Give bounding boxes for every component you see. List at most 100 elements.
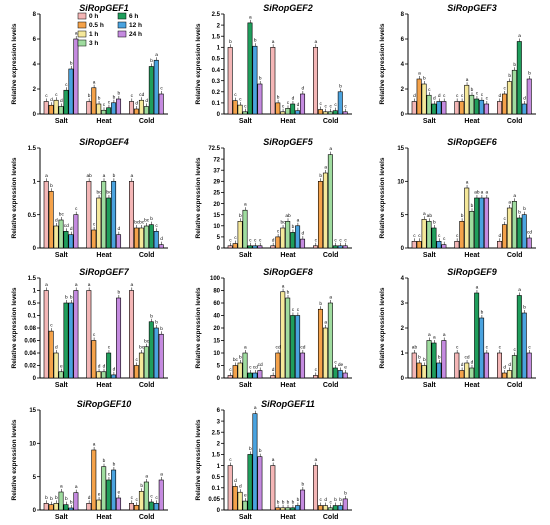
y-tick-label: 0.1 bbox=[212, 101, 221, 107]
bar bbox=[129, 290, 134, 379]
legend-label: 6 h bbox=[129, 13, 138, 20]
bar bbox=[247, 245, 253, 249]
significance-letter: b bbox=[88, 93, 91, 99]
y-tick-label: 4 bbox=[401, 276, 405, 282]
chart-panel: SiRopGEF7 Relative expression levels 0 0.02… bbox=[11, 267, 168, 389]
bar bbox=[464, 187, 470, 249]
significance-letter: d bbox=[135, 101, 138, 107]
significance-letter: c bbox=[339, 238, 342, 243]
significance-letter: c bbox=[325, 104, 328, 109]
x-tick-label: Cold bbox=[139, 382, 155, 389]
bar bbox=[96, 197, 102, 249]
y-tick-label: 20 bbox=[213, 202, 220, 208]
bar bbox=[332, 505, 338, 511]
bar bbox=[252, 45, 258, 115]
bar bbox=[101, 181, 107, 249]
bar bbox=[454, 241, 460, 249]
bar bbox=[252, 372, 258, 379]
bar bbox=[86, 290, 92, 379]
y-tick-label: 6 bbox=[33, 37, 37, 43]
significance-letter: a bbox=[443, 333, 446, 338]
significance-letter: b bbox=[70, 500, 73, 506]
bar bbox=[327, 111, 333, 115]
significance-letter: c bbox=[456, 234, 459, 239]
y-tick-label: 0.06 bbox=[24, 339, 36, 345]
significance-letter: a bbox=[60, 485, 63, 490]
x-tick-label: Salt bbox=[239, 382, 253, 389]
bar bbox=[133, 227, 139, 249]
significance-letter: b bbox=[45, 495, 48, 501]
significance-letter: c bbox=[234, 236, 237, 241]
legend: 0 h 0.5 h 1 h 3 h 6 h 12 h 24 h bbox=[77, 12, 142, 47]
y-tick-label: 1.5 bbox=[28, 276, 37, 282]
significance-letter: d bbox=[234, 478, 237, 484]
bar bbox=[459, 101, 465, 115]
significance-letter: bc bbox=[97, 190, 103, 196]
x-tick-label: Salt bbox=[55, 118, 69, 125]
y-axis-label: Relative expression levels bbox=[195, 287, 202, 368]
significance-letter: e bbox=[98, 493, 101, 498]
significance-letter: cd bbox=[300, 345, 305, 351]
significance-letter: c bbox=[108, 473, 111, 478]
significance-letter: d bbox=[239, 484, 242, 490]
y-tick-label: 1.5 bbox=[28, 146, 37, 152]
bar bbox=[317, 505, 323, 511]
significance-letter: b bbox=[297, 497, 300, 503]
x-tick-label: Salt bbox=[239, 118, 253, 125]
legend-label: 0 h bbox=[89, 13, 98, 20]
significance-letter: b bbox=[339, 83, 342, 89]
bar bbox=[501, 93, 507, 115]
significance-letter: bc bbox=[144, 338, 150, 344]
y-tick-label: 15 bbox=[213, 339, 220, 345]
bar bbox=[73, 38, 79, 115]
significance-letter: c bbox=[45, 94, 48, 99]
significance-letter: b bbox=[438, 355, 441, 361]
significance-letter: b bbox=[528, 71, 531, 77]
significance-letter: b bbox=[113, 173, 116, 179]
significance-letter: a bbox=[476, 286, 479, 291]
y-tick-label: 2 bbox=[401, 87, 405, 93]
y-tick-label: 2 bbox=[217, 442, 221, 448]
bar bbox=[129, 181, 134, 249]
bar bbox=[479, 197, 485, 249]
bar bbox=[257, 370, 263, 379]
significance-letter: c bbox=[239, 98, 242, 103]
bar bbox=[133, 108, 139, 115]
bar bbox=[133, 365, 139, 379]
significance-letter: a bbox=[130, 174, 133, 179]
bar bbox=[290, 315, 296, 379]
significance-letter: c bbox=[108, 100, 111, 105]
y-tick-label: 0 bbox=[217, 246, 221, 252]
bar bbox=[506, 207, 512, 249]
y-tick-label: 2 bbox=[217, 23, 221, 29]
x-tick-label: Cold bbox=[323, 382, 339, 389]
significance-letter: d bbox=[297, 102, 300, 108]
significance-letter: a bbox=[160, 473, 163, 478]
bar bbox=[436, 241, 442, 249]
legend-label: 12 h bbox=[129, 22, 142, 29]
chart-title: SiRopGEF2 bbox=[263, 3, 313, 13]
bar bbox=[86, 101, 92, 115]
significance-letter: a bbox=[244, 346, 247, 351]
bar bbox=[111, 102, 117, 115]
significance-letter: c bbox=[160, 87, 163, 92]
bar bbox=[73, 214, 79, 249]
bar bbox=[464, 362, 470, 379]
significance-letter: b bbox=[523, 206, 526, 212]
bar bbox=[511, 69, 517, 115]
significance-letter: a bbox=[272, 40, 275, 45]
chart-panel: SiRopGEF5 Relative expression levels 0 5 10 1… bbox=[195, 137, 352, 259]
bar bbox=[464, 84, 470, 115]
significance-letter: c bbox=[65, 83, 68, 88]
significance-letter: a bbox=[518, 288, 521, 293]
bar bbox=[290, 507, 296, 511]
significance-letter: d bbox=[70, 226, 73, 232]
bar bbox=[300, 352, 306, 379]
significance-letter: c bbox=[334, 238, 337, 243]
significance-letter: ab bbox=[285, 213, 291, 219]
bar bbox=[300, 238, 306, 249]
significance-letter: a bbox=[45, 283, 48, 288]
significance-letter: d bbox=[461, 362, 464, 368]
bar bbox=[411, 352, 417, 379]
bar bbox=[133, 505, 139, 511]
